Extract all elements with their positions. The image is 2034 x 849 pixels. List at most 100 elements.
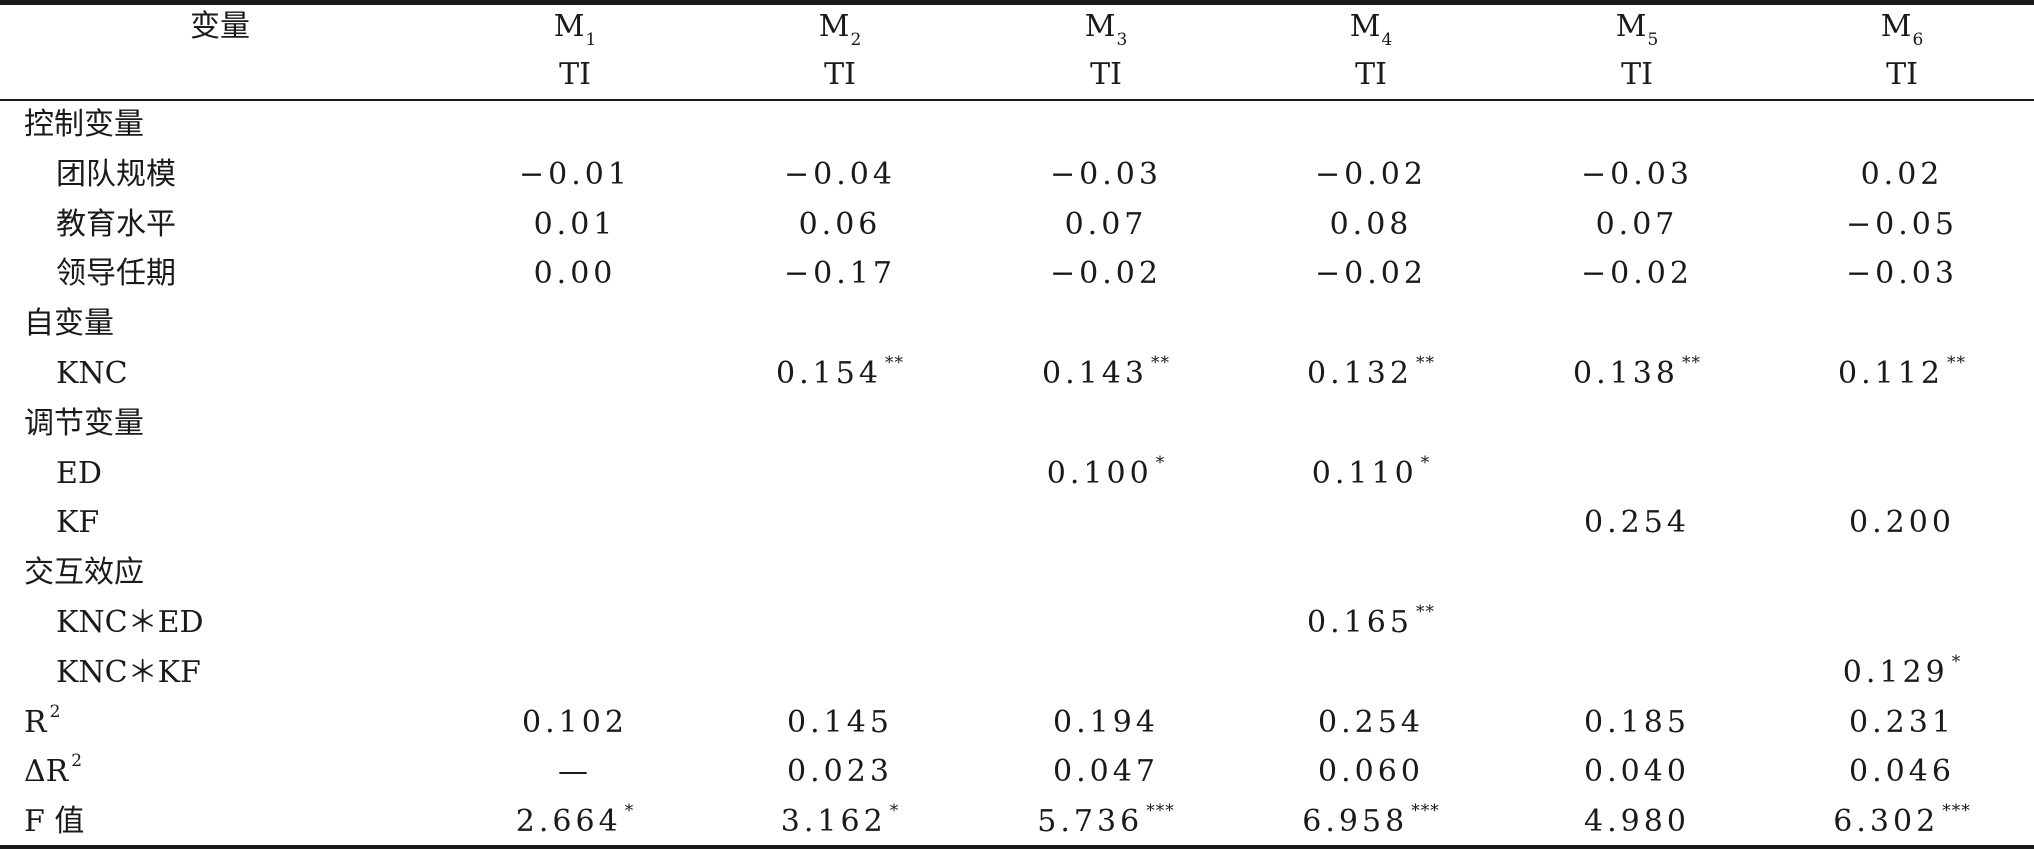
row-label-text: ED [56,455,102,491]
header-model-3: M3 [966,2,1246,52]
row-label-text: 控制变量 [24,107,144,142]
table-cell: 0.06 [700,200,980,250]
table-cell: 0.060 [1231,747,1511,797]
row-label: 控制变量 [24,100,144,150]
table-cell: 0.046 [1762,747,2034,797]
header-dependent-variable-2: TI [824,57,856,92]
cell-value: 0.02 [1860,156,1944,192]
model-subscript: 3 [1116,30,1128,50]
row-label: KNC＊KF [56,648,201,698]
cell-value: 0.040 [1584,754,1690,790]
table-cell: 0.102 [435,698,715,748]
cell-value: −0.05 [1846,206,1958,242]
cell-value: −0.03 [1050,156,1162,192]
cell-value: 5.736 [1037,804,1144,840]
cell-value: 0.06 [798,206,882,242]
cell-value: 6.302 [1833,804,1940,840]
row-label-text: F 值 [24,804,85,840]
table-cell: 0.132 ** [1231,349,1511,399]
row-label: KF [56,498,99,548]
model-subscript: 2 [850,30,862,50]
cell-value: 0.01 [533,206,617,242]
cell-value: −0.02 [1315,156,1427,192]
table-cell: 0.254 [1497,498,1777,548]
cell-value: 0.138 [1573,356,1679,391]
model-name: M [553,9,585,44]
significance-marker: ** [1681,353,1701,373]
table-cell: −0.02 [1231,249,1511,299]
row-label-text: 自变量 [24,306,114,342]
header-dependent-variable-3: TI [1090,57,1122,92]
significance-marker: ** [1415,353,1435,373]
table-cell: — [435,747,715,797]
cell-value: 0.129 [1842,654,1949,690]
cell-value: 0.110 [1311,455,1418,491]
table-cell: 0.185 [1497,698,1777,748]
cell-value: 0.185 [1584,704,1690,740]
row-label: 教育水平 [56,200,176,250]
cell-value: −0.02 [1050,256,1162,292]
model-name: M [1084,9,1116,44]
model-subscript: 4 [1381,30,1393,50]
table-cell: 0.143 ** [966,349,1246,399]
cell-value: 0.231 [1849,704,1955,740]
cell-value: 0.100 [1046,455,1153,491]
model-subscript: 1 [585,30,597,50]
row-label-text: 交互效应 [24,555,144,591]
row-label: 领导任期 [56,249,176,299]
cell-value: −0.01 [519,156,631,192]
header-dependent-variable-5: TI [1621,57,1653,92]
significance-marker: ** [1946,353,1966,373]
model-name: M [1349,9,1381,44]
row-label-text: 调节变量 [24,405,144,441]
model-subscript: 5 [1647,30,1659,50]
row-label: 调节变量 [24,399,144,449]
row-label: KNC＊ED [56,598,204,648]
header-variable-label: 变量 [190,9,250,44]
table-cell: 3.162 * [700,797,980,847]
table-cell: 0.01 [435,200,715,250]
table-cell: −0.03 [1497,150,1777,200]
header-model-2: M2 [700,2,980,52]
cell-value: 0.112 [1838,356,1944,391]
row-label: ΔR 2 [24,747,83,797]
table-cell: 0.254 [1231,698,1511,748]
header-model-4: M4 [1231,2,1511,52]
row-label-text: KNC＊ED [56,605,204,640]
significance-marker: ** [884,353,904,373]
table-cell: 0.200 [1762,498,2034,548]
table-cell: 0.145 [700,698,980,748]
cell-value: 0.200 [1849,505,1955,541]
cell-value: 0.254 [1318,704,1424,740]
row-label: ED [56,449,102,499]
table-cell: −0.02 [966,249,1246,299]
table-cell: −0.02 [1497,249,1777,299]
row-label-text: 教育水平 [56,206,176,242]
cell-value: 0.102 [522,704,628,740]
table-cell: 0.02 [1762,150,2034,200]
cell-value: 0.165 [1307,605,1413,640]
row-label-superscript: 2 [71,751,84,772]
cell-value: −0.03 [1846,256,1958,292]
table-cell: −0.03 [966,150,1246,200]
row-label: 自变量 [24,299,114,349]
row-label: KNC [56,349,128,399]
table-header-rule [0,99,2034,101]
row-label-superscript: 2 [49,701,62,722]
cell-value: 0.132 [1307,356,1413,391]
table-cell: 0.110 * [1231,449,1511,499]
table-cell: 6.302 *** [1762,797,2034,847]
significance-marker: *** [1942,801,1971,822]
cell-value: 0.046 [1849,754,1955,790]
header-dependent-variable-6: TI [1886,57,1918,92]
cell-value: 0.08 [1329,206,1413,242]
header-model-6: M6 [1762,2,2034,52]
model-name: M [1615,9,1647,44]
cell-value: — [558,754,592,790]
model-subscript: 6 [1912,30,1924,50]
cell-value: 0.060 [1318,754,1424,790]
table-top-rule [0,0,2034,5]
table-cell: 0.047 [966,747,1246,797]
